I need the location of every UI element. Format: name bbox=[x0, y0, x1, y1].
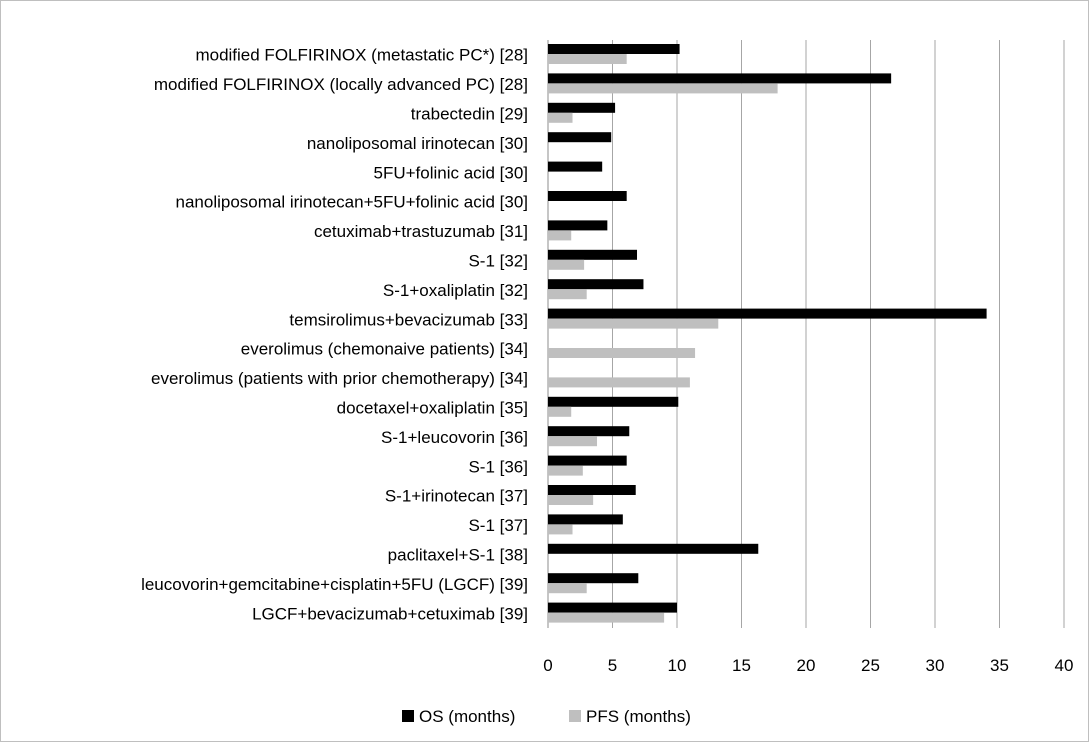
bar-os bbox=[548, 543, 759, 554]
bar-pfs bbox=[548, 348, 696, 358]
category-label: S-1+irinotecan [37] bbox=[385, 487, 528, 506]
bar-os bbox=[548, 514, 623, 525]
gridlines bbox=[547, 40, 1065, 628]
bar-os bbox=[548, 220, 608, 231]
category-label: everolimus (patients with prior chemothe… bbox=[151, 369, 528, 388]
bar-os bbox=[548, 102, 616, 113]
category-label: S-1 [37] bbox=[468, 516, 528, 535]
legend-label-os: OS (months) bbox=[419, 707, 515, 726]
bar-pfs bbox=[548, 377, 690, 388]
bar-os bbox=[548, 573, 639, 584]
bar-pfs bbox=[548, 318, 719, 329]
x-tick-label: 15 bbox=[732, 656, 751, 675]
bar-pfs bbox=[548, 583, 587, 594]
x-tick-label: 0 bbox=[543, 656, 552, 675]
category-label: S-1+oxaliplatin [32] bbox=[383, 281, 528, 300]
bar-os bbox=[548, 132, 612, 143]
category-label: nanoliposomal irinotecan [30] bbox=[307, 134, 528, 153]
category-label: modified FOLFIRINOX (locally advanced PC… bbox=[154, 75, 528, 94]
bars bbox=[548, 44, 987, 623]
x-tick-label: 20 bbox=[797, 656, 816, 675]
category-label: LGCF+bevacizumab+cetuximab [39] bbox=[252, 604, 528, 623]
legend-swatch-os bbox=[402, 710, 414, 722]
bar-os bbox=[548, 396, 679, 407]
x-tick-labels: 0 5 10 15 20 25 30 35 40 bbox=[543, 656, 1073, 675]
category-label: leucovorin+gemcitabine+cisplatin+5FU (LG… bbox=[141, 575, 528, 594]
bar-pfs bbox=[548, 289, 587, 300]
bar-os bbox=[548, 44, 680, 54]
category-label: modified FOLFIRINOX (metastatic PC*) [28… bbox=[195, 46, 528, 65]
x-tick-label: 25 bbox=[861, 656, 880, 675]
bar-pfs bbox=[548, 612, 665, 623]
x-tick-label: 35 bbox=[990, 656, 1009, 675]
bar-os bbox=[548, 602, 677, 613]
bar-pfs bbox=[548, 436, 598, 447]
bar-pfs bbox=[548, 230, 572, 241]
legend: OS (months) PFS (months) bbox=[402, 707, 691, 726]
category-label: nanoliposomal irinotecan+5FU+folinic aci… bbox=[176, 193, 528, 212]
x-tick-label: 5 bbox=[608, 656, 617, 675]
bar-os bbox=[548, 426, 630, 437]
x-tick-label: 40 bbox=[1055, 656, 1074, 675]
category-labels: modified FOLFIRINOX (metastatic PC*) [28… bbox=[141, 46, 528, 624]
category-label: S-1 [32] bbox=[468, 252, 528, 271]
bar-os bbox=[548, 161, 603, 172]
category-label: S-1 [36] bbox=[468, 457, 528, 476]
category-label: temsirolimus+bevacizumab [33] bbox=[289, 310, 528, 329]
bar-pfs bbox=[548, 259, 585, 270]
category-label: docetaxel+oxaliplatin [35] bbox=[337, 399, 528, 418]
bar-os bbox=[548, 308, 987, 319]
bar-os bbox=[548, 455, 627, 466]
x-tick-label: 30 bbox=[926, 656, 945, 675]
category-label: trabectedin [29] bbox=[411, 105, 528, 124]
bar-pfs bbox=[548, 54, 627, 64]
bar-os bbox=[548, 191, 627, 201]
bar-os bbox=[548, 73, 892, 84]
bar-pfs bbox=[548, 406, 572, 417]
category-label: paclitaxel+S-1 [38] bbox=[388, 546, 528, 565]
bar-os bbox=[548, 279, 644, 290]
category-label: everolimus (chemonaive patients) [34] bbox=[241, 340, 528, 359]
bar-pfs bbox=[548, 465, 583, 476]
bar-os bbox=[548, 249, 638, 260]
bar-pfs bbox=[548, 495, 594, 505]
category-label: cetuximab+trastuzumab [31] bbox=[314, 222, 528, 241]
bar-pfs bbox=[548, 112, 573, 123]
category-label: 5FU+folinic acid [30] bbox=[374, 163, 529, 182]
bar-pfs bbox=[548, 83, 778, 94]
legend-swatch-pfs bbox=[569, 710, 581, 722]
category-label: S-1+leucovorin [36] bbox=[381, 428, 528, 447]
legend-label-pfs: PFS (months) bbox=[586, 707, 691, 726]
bar-os bbox=[548, 485, 636, 495]
x-tick-label: 10 bbox=[668, 656, 687, 675]
bar-pfs bbox=[548, 524, 573, 535]
